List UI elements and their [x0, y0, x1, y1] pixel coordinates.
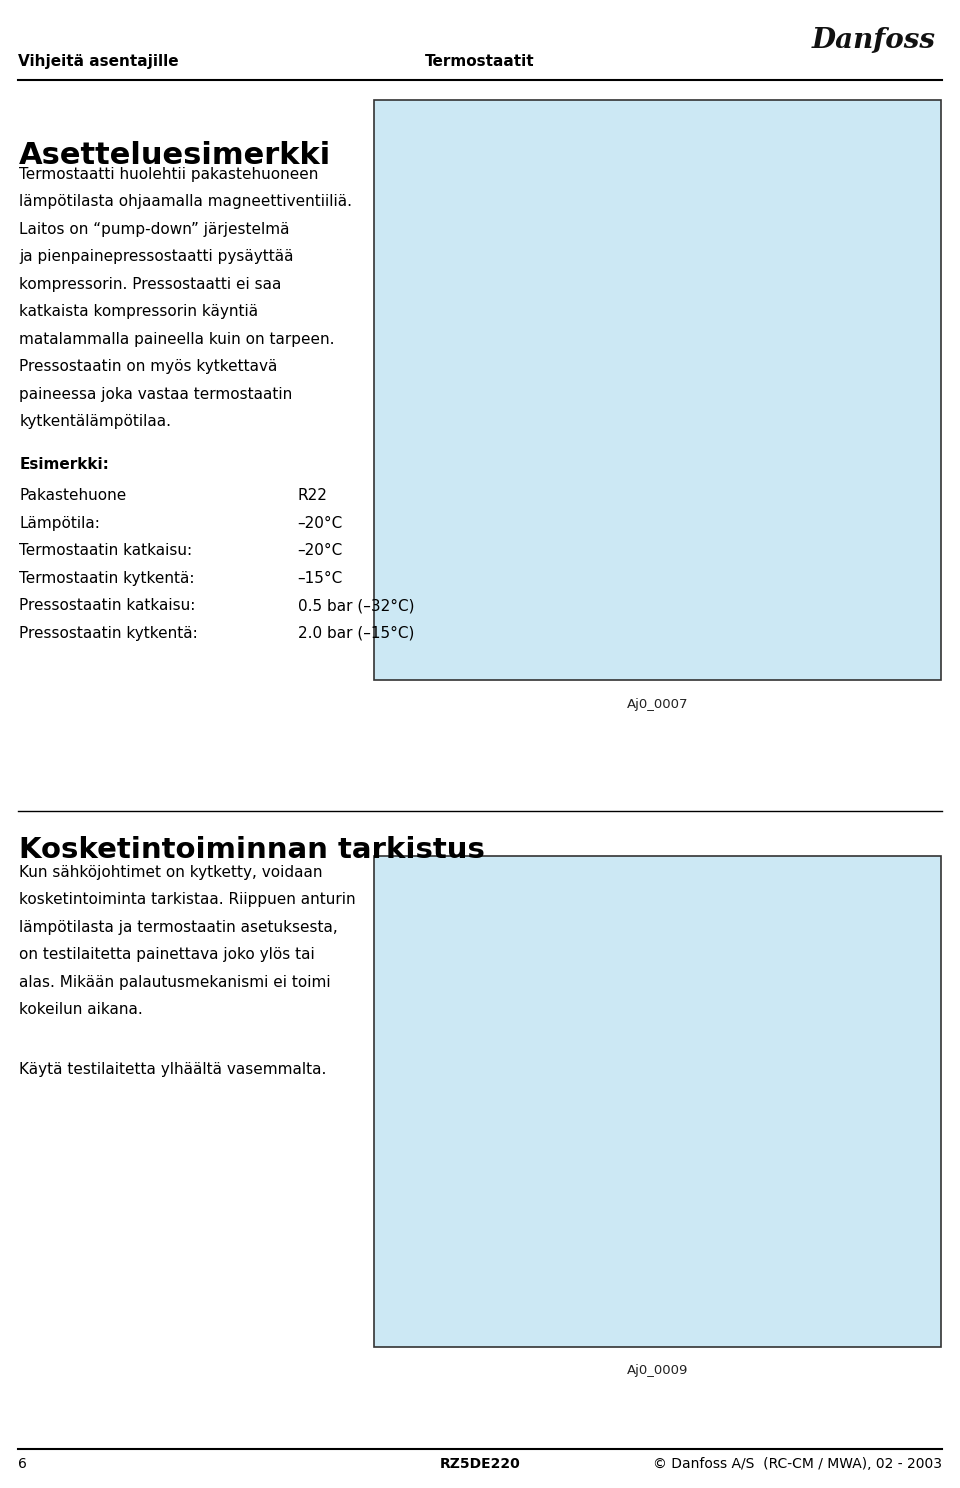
- Text: RZ5DE220: RZ5DE220: [440, 1457, 520, 1470]
- Text: Käytä testilaitetta ylhäältä vasemmalta.: Käytä testilaitetta ylhäältä vasemmalta.: [19, 1062, 326, 1077]
- Text: –20°C: –20°C: [298, 515, 343, 531]
- Text: kompressorin. Pressostaatti ei saa: kompressorin. Pressostaatti ei saa: [19, 277, 281, 292]
- Text: kosketintoiminta tarkistaa. Riippuen anturin: kosketintoiminta tarkistaa. Riippuen ant…: [19, 891, 356, 908]
- Text: Kun sähköjohtimet on kytketty, voidaan: Kun sähköjohtimet on kytketty, voidaan: [19, 865, 323, 879]
- Text: katkaista kompressorin käyntiä: katkaista kompressorin käyntiä: [19, 305, 258, 320]
- Text: matalammalla paineella kuin on tarpeen.: matalammalla paineella kuin on tarpeen.: [19, 332, 335, 347]
- Text: Pakastehuone: Pakastehuone: [19, 488, 127, 503]
- Text: ja pienpainepressostaatti pysäyttää: ja pienpainepressostaatti pysäyttää: [19, 248, 294, 265]
- Text: Aj0_0007: Aj0_0007: [627, 698, 688, 711]
- Text: Esimerkki:: Esimerkki:: [19, 457, 109, 472]
- Text: lämpötilasta ohjaamalla magneettiventiiliä.: lämpötilasta ohjaamalla magneettiventiil…: [19, 193, 352, 210]
- Text: 2.0 bar (–15°C): 2.0 bar (–15°C): [298, 625, 414, 641]
- Text: © Danfoss A/S  (RC-CM / MWA), 02 - 2003: © Danfoss A/S (RC-CM / MWA), 02 - 2003: [653, 1457, 942, 1470]
- Bar: [374, 856, 941, 1347]
- Text: Aj0_0009: Aj0_0009: [627, 1364, 688, 1378]
- Text: Laitos on “pump-down” järjestelmä: Laitos on “pump-down” järjestelmä: [19, 222, 290, 237]
- Text: kokeilun aikana.: kokeilun aikana.: [19, 1003, 143, 1018]
- Text: –20°C: –20°C: [298, 543, 343, 558]
- Text: Termostaatit: Termostaatit: [425, 54, 535, 68]
- Text: Pressostaatin katkaisu:: Pressostaatin katkaisu:: [19, 598, 196, 613]
- Bar: [374, 100, 941, 680]
- Text: Pressostaatin on myös kytkettavä: Pressostaatin on myös kytkettavä: [19, 360, 277, 375]
- Text: kytkentälämpötilaa.: kytkentälämpötilaa.: [19, 414, 171, 430]
- Text: Lämpötila:: Lämpötila:: [19, 515, 100, 531]
- Text: Vihjeitä asentajille: Vihjeitä asentajille: [18, 54, 179, 68]
- Text: Termostaatin kytkentä:: Termostaatin kytkentä:: [19, 570, 195, 586]
- Text: paineessa joka vastaa termostaatin: paineessa joka vastaa termostaatin: [19, 387, 293, 402]
- Text: on testilaitetta painettava joko ylös tai: on testilaitetta painettava joko ylös ta…: [19, 946, 315, 963]
- Text: Termostaatti huolehtii pakastehuoneen: Termostaatti huolehtii pakastehuoneen: [19, 167, 319, 182]
- Text: Termostaatin katkaisu:: Termostaatin katkaisu:: [19, 543, 192, 558]
- Text: lämpötilasta ja termostaatin asetuksesta,: lämpötilasta ja termostaatin asetuksesta…: [19, 920, 338, 934]
- Text: Kosketintoiminnan tarkistus: Kosketintoiminnan tarkistus: [19, 836, 485, 865]
- Text: Pressostaatin kytkentä:: Pressostaatin kytkentä:: [19, 625, 198, 641]
- Text: Asetteluesimerkki: Asetteluesimerkki: [19, 141, 331, 170]
- Text: alas. Mikään palautusmekanismi ei toimi: alas. Mikään palautusmekanismi ei toimi: [19, 975, 331, 990]
- Text: 0.5 bar (–32°C): 0.5 bar (–32°C): [298, 598, 414, 613]
- Text: –15°C: –15°C: [298, 570, 343, 586]
- Text: Danfoss: Danfoss: [812, 27, 936, 54]
- Text: 6: 6: [18, 1457, 27, 1470]
- Text: R22: R22: [298, 488, 327, 503]
